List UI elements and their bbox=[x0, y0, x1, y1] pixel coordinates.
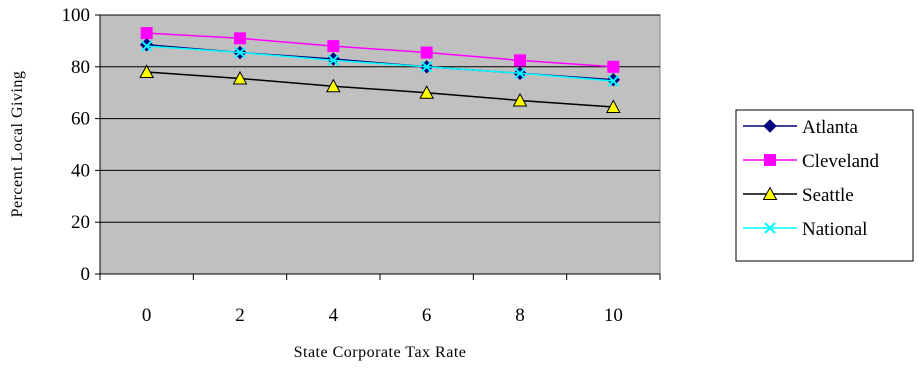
data-point bbox=[512, 92, 528, 107]
data-point bbox=[232, 70, 248, 85]
data-point-stroke bbox=[327, 54, 340, 67]
x-tick-label: 8 bbox=[515, 305, 525, 326]
data-point bbox=[140, 40, 153, 52]
series-line bbox=[146, 32, 614, 68]
data-point bbox=[763, 119, 777, 133]
legend-label: Atlanta bbox=[802, 117, 858, 138]
data-point-stroke bbox=[420, 61, 433, 73]
legend-item-national: National bbox=[743, 219, 867, 240]
data-point-stroke bbox=[234, 46, 246, 59]
data-point bbox=[325, 78, 341, 93]
series-line bbox=[146, 45, 614, 82]
series-seattle bbox=[139, 64, 621, 113]
gridlines bbox=[100, 14, 660, 223]
data-point-stroke bbox=[140, 40, 153, 52]
y-tick-label: 40 bbox=[71, 160, 90, 181]
data-point bbox=[139, 64, 155, 79]
y-tick-label: 60 bbox=[71, 109, 90, 130]
data-point bbox=[607, 75, 620, 87]
series-national bbox=[140, 40, 620, 87]
y-tick-label: 80 bbox=[71, 57, 90, 78]
data-point bbox=[514, 54, 526, 67]
legend-label: National bbox=[802, 219, 867, 240]
legend-item-atlanta: Atlanta bbox=[743, 117, 858, 138]
legend-label: Cleveland bbox=[802, 151, 880, 172]
series-line bbox=[146, 71, 614, 108]
x-tick-labels: 0 2 4 6 8 10 bbox=[142, 305, 623, 326]
legend-item-cleveland: Cleveland bbox=[743, 151, 880, 172]
data-point bbox=[762, 186, 778, 201]
data-point bbox=[420, 61, 433, 73]
data-point-stroke bbox=[764, 222, 776, 234]
x-tick-label: 2 bbox=[235, 305, 245, 326]
data-point bbox=[514, 67, 526, 79]
data-point bbox=[140, 27, 153, 40]
data-point bbox=[234, 32, 246, 45]
data-point bbox=[419, 85, 435, 99]
data-point bbox=[327, 54, 340, 67]
y-tick-label: 100 bbox=[62, 5, 91, 26]
x-tick-label: 6 bbox=[422, 305, 432, 326]
x-tick-label: 4 bbox=[329, 305, 339, 326]
plot-area bbox=[99, 14, 661, 275]
data-point bbox=[327, 40, 340, 53]
y-tick-labels: 0 20 40 60 80 100 bbox=[62, 5, 91, 285]
legend: Atlanta Cleveland Seattle National bbox=[735, 109, 914, 262]
legend-item-seattle: Seattle bbox=[743, 185, 854, 206]
y-axis-title: Percent Local Giving bbox=[9, 71, 26, 218]
data-point bbox=[764, 154, 776, 166]
legend-label: Seattle bbox=[802, 185, 854, 206]
data-point bbox=[420, 46, 433, 59]
y-tick-label: 0 bbox=[81, 264, 91, 285]
data-point bbox=[605, 99, 621, 113]
data-point bbox=[234, 46, 246, 59]
x-axis-title: State Corporate Tax Rate bbox=[294, 344, 467, 361]
data-point bbox=[764, 222, 776, 234]
x-tick-label: 10 bbox=[604, 305, 623, 326]
data-point-stroke bbox=[514, 67, 526, 79]
x-tick-label: 0 bbox=[142, 305, 152, 326]
data-point-stroke bbox=[607, 75, 620, 87]
data-point bbox=[607, 60, 620, 73]
legend-box bbox=[735, 109, 914, 262]
series-cleveland bbox=[140, 27, 620, 73]
y-tick-label: 20 bbox=[71, 212, 90, 233]
series-layer bbox=[139, 27, 621, 113]
axes bbox=[95, 14, 661, 280]
